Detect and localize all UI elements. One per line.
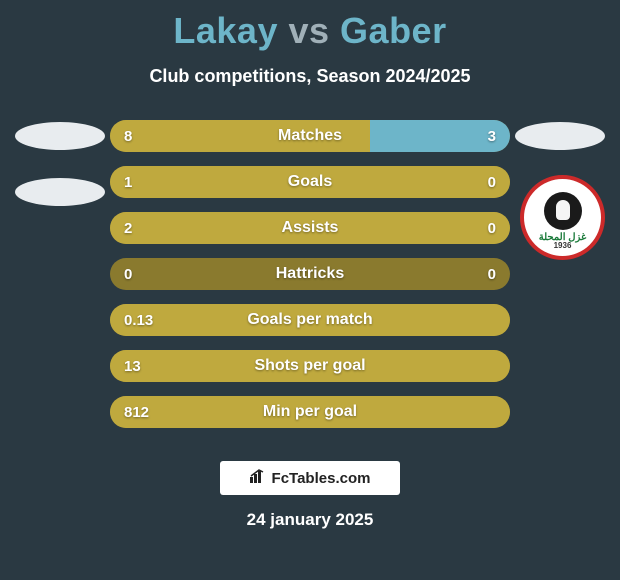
- brand-badge: FcTables.com: [220, 461, 400, 495]
- stat-bar-row: Goals1 0: [110, 166, 510, 198]
- stat-bar-row: Hattricks0 0: [110, 258, 510, 290]
- player2-club-logo-2: غزل المحلة 1936: [520, 175, 605, 260]
- stat-bar-value-right: 0: [488, 212, 496, 244]
- stat-bar-label: Shots per goal: [110, 350, 510, 382]
- stat-bar-value-left: 0: [124, 258, 132, 290]
- stat-bar-value-left: 0.13: [124, 304, 153, 336]
- stat-bar-row: Goals per match0.13: [110, 304, 510, 336]
- stat-bar-value-left: 2: [124, 212, 132, 244]
- stat-bar-label: Goals per match: [110, 304, 510, 336]
- brand-text: FcTables.com: [272, 470, 371, 487]
- vs-text: vs: [288, 10, 329, 51]
- player1-club-logo-1: [15, 122, 105, 150]
- stat-bars-container: Matches83Goals10Assists20Hattricks00Goal…: [110, 120, 510, 442]
- badge-year: 1936: [554, 241, 572, 250]
- stat-bar-row: Assists2 0: [110, 212, 510, 244]
- stat-bar-label: Assists: [110, 212, 510, 244]
- brand-chart-icon: [250, 469, 268, 487]
- stat-bar-row: Min per goal812: [110, 396, 510, 428]
- stat-bar-label: Goals: [110, 166, 510, 198]
- stat-bar-row: Matches8 3: [110, 120, 510, 152]
- badge-inner-icon: [544, 192, 582, 230]
- stat-bar-value-left: 812: [124, 396, 149, 428]
- player1-name: Lakay: [173, 10, 278, 51]
- stat-bar-value-left: 8: [124, 120, 132, 152]
- subtitle: Club competitions, Season 2024/2025: [0, 66, 620, 87]
- stat-bar-value-left: 13: [124, 350, 141, 382]
- comparison-title: Lakay vs Gaber: [0, 0, 620, 52]
- stat-bar-row: Shots per goal13: [110, 350, 510, 382]
- stat-bar-value-right: 3: [488, 120, 496, 152]
- stat-bar-value-right: 0: [488, 258, 496, 290]
- stat-bar-label: Hattricks: [110, 258, 510, 290]
- player2-club-logo-1: [515, 122, 605, 150]
- stat-bar-value-left: 1: [124, 166, 132, 198]
- footer-date: 24 january 2025: [0, 510, 620, 530]
- player1-club-logo-2: [15, 178, 105, 206]
- stat-bar-label: Min per goal: [110, 396, 510, 428]
- stat-bar-label: Matches: [110, 120, 510, 152]
- stat-bar-value-right: 0: [488, 166, 496, 198]
- player2-name: Gaber: [340, 10, 447, 51]
- badge-arabic-text: غزل المحلة: [539, 232, 587, 243]
